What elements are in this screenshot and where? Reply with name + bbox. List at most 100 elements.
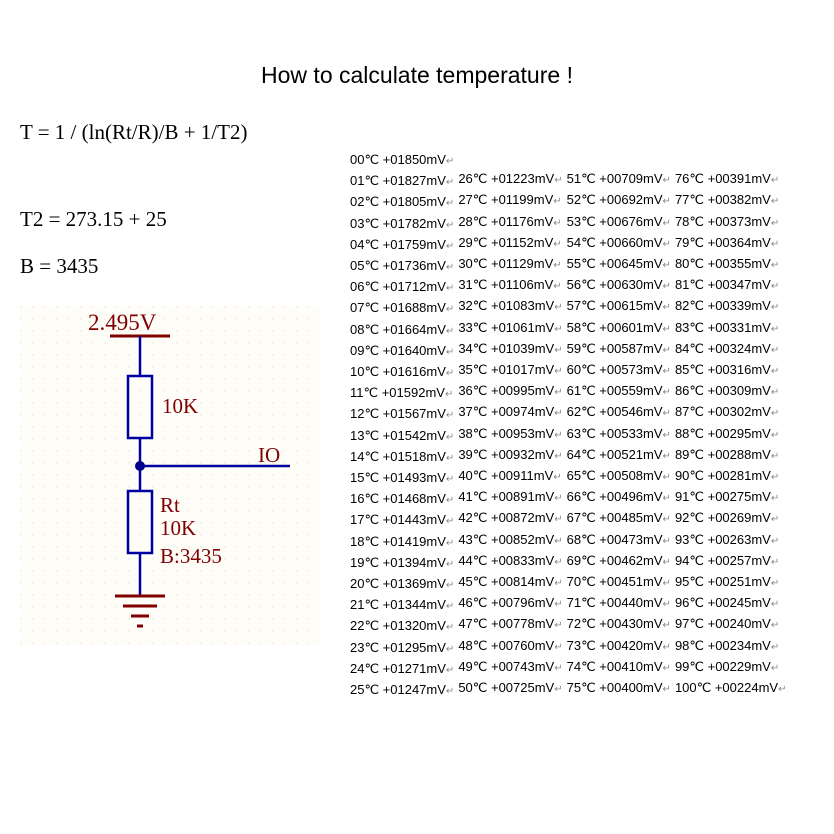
data-row: 05℃ +01736mV↵ <box>350 256 454 277</box>
data-row: 32℃ +01083mV↵ <box>458 296 562 317</box>
data-row: 96℃ +00245mV↵ <box>675 593 787 614</box>
data-row: 85℃ +00316mV↵ <box>675 360 787 381</box>
data-row: 92℃ +00269mV↵ <box>675 508 787 529</box>
data-row: 30℃ +01129mV↵ <box>458 254 562 275</box>
data-row: 68℃ +00473mV↵ <box>567 530 671 551</box>
data-row: 74℃ +00410mV↵ <box>567 657 671 678</box>
data-row: 73℃ +00420mV↵ <box>567 636 671 657</box>
data-row: 65℃ +00508mV↵ <box>567 466 671 487</box>
data-row: 41℃ +00891mV↵ <box>458 487 562 508</box>
data-row: 67℃ +00485mV↵ <box>567 508 671 529</box>
data-row: 42℃ +00872mV↵ <box>458 508 562 529</box>
data-row: 66℃ +00496mV↵ <box>567 487 671 508</box>
data-row: 21℃ +01344mV↵ <box>350 595 454 616</box>
data-row: 20℃ +01369mV↵ <box>350 574 454 595</box>
data-row: 19℃ +01394mV↵ <box>350 553 454 574</box>
data-row: 18℃ +01419mV↵ <box>350 532 454 553</box>
data-table: 00℃ +01850mV↵01℃ +01827mV↵02℃ +01805mV↵0… <box>350 150 820 701</box>
data-row: 47℃ +00778mV↵ <box>458 614 562 635</box>
data-row: 63℃ +00533mV↵ <box>567 424 671 445</box>
data-row: 98℃ +00234mV↵ <box>675 636 787 657</box>
data-row: 33℃ +01061mV↵ <box>458 318 562 339</box>
data-column: 26℃ +01223mV↵27℃ +01199mV↵28℃ +01176mV↵2… <box>458 150 562 701</box>
data-row: 01℃ +01827mV↵ <box>350 171 454 192</box>
data-row: 99℃ +00229mV↵ <box>675 657 787 678</box>
schematic-rtb-label: B:3435 <box>160 544 222 569</box>
data-row: 45℃ +00814mV↵ <box>458 572 562 593</box>
data-row: 39℃ +00932mV↵ <box>458 445 562 466</box>
data-row: 75℃ +00400mV↵ <box>567 678 671 699</box>
schematic-diagram: 2.495V 10K IO Rt 10K B:3435 <box>20 306 320 646</box>
data-row: 36℃ +00995mV↵ <box>458 381 562 402</box>
data-row: 94℃ +00257mV↵ <box>675 551 787 572</box>
data-row: 58℃ +00601mV↵ <box>567 318 671 339</box>
data-row: 57℃ +00615mV↵ <box>567 296 671 317</box>
data-row: 08℃ +01664mV↵ <box>350 320 454 341</box>
data-row: 88℃ +00295mV↵ <box>675 424 787 445</box>
schematic-vref-label: 2.495V <box>88 310 156 336</box>
data-row: 34℃ +01039mV↵ <box>458 339 562 360</box>
data-column: 51℃ +00709mV↵52℃ +00692mV↵53℃ +00676mV↵5… <box>567 150 671 701</box>
data-row: 25℃ +01247mV↵ <box>350 680 454 701</box>
data-row: 61℃ +00559mV↵ <box>567 381 671 402</box>
page-title: How to calculate temperature ! <box>0 62 834 89</box>
data-row: 71℃ +00440mV↵ <box>567 593 671 614</box>
data-row: 49℃ +00743mV↵ <box>458 657 562 678</box>
data-row: 09℃ +01640mV↵ <box>350 341 454 362</box>
data-column: 76℃ +00391mV↵77℃ +00382mV↵78℃ +00373mV↵7… <box>675 150 787 701</box>
data-row: 38℃ +00953mV↵ <box>458 424 562 445</box>
data-row: 04℃ +01759mV↵ <box>350 235 454 256</box>
data-row: 54℃ +00660mV↵ <box>567 233 671 254</box>
data-row: 27℃ +01199mV↵ <box>458 190 562 211</box>
data-column: 00℃ +01850mV↵01℃ +01827mV↵02℃ +01805mV↵0… <box>350 150 454 701</box>
data-row: 83℃ +00331mV↵ <box>675 318 787 339</box>
data-row: 80℃ +00355mV↵ <box>675 254 787 275</box>
data-row: 11℃ +01592mV↵ <box>350 383 454 404</box>
data-row: 48℃ +00760mV↵ <box>458 636 562 657</box>
data-row: 35℃ +01017mV↵ <box>458 360 562 381</box>
data-row: 59℃ +00587mV↵ <box>567 339 671 360</box>
data-row: 90℃ +00281mV↵ <box>675 466 787 487</box>
schematic-r1-label: 10K <box>162 394 198 419</box>
formula-b: B = 3435 <box>20 254 247 279</box>
data-row: 43℃ +00852mV↵ <box>458 530 562 551</box>
data-row: 00℃ +01850mV↵ <box>350 150 454 171</box>
data-row: 16℃ +01468mV↵ <box>350 489 454 510</box>
formula-t2: T2 = 273.15 + 25 <box>20 207 247 232</box>
data-row: 69℃ +00462mV↵ <box>567 551 671 572</box>
data-row: 77℃ +00382mV↵ <box>675 190 787 211</box>
data-row: 29℃ +01152mV↵ <box>458 233 562 254</box>
data-row: 50℃ +00725mV↵ <box>458 678 562 699</box>
data-row: 62℃ +00546mV↵ <box>567 402 671 423</box>
data-row: 72℃ +00430mV↵ <box>567 614 671 635</box>
data-row: 95℃ +00251mV↵ <box>675 572 787 593</box>
data-row: 28℃ +01176mV↵ <box>458 212 562 233</box>
data-row: 17℃ +01443mV↵ <box>350 510 454 531</box>
data-row: 44℃ +00833mV↵ <box>458 551 562 572</box>
schematic-io-label: IO <box>258 443 280 468</box>
data-row: 60℃ +00573mV↵ <box>567 360 671 381</box>
data-row: 23℃ +01295mV↵ <box>350 638 454 659</box>
data-row: 07℃ +01688mV↵ <box>350 298 454 319</box>
data-row: 15℃ +01493mV↵ <box>350 468 454 489</box>
data-row: 22℃ +01320mV↵ <box>350 616 454 637</box>
schematic-rtval-label: 10K <box>160 516 196 541</box>
data-row: 51℃ +00709mV↵ <box>567 169 671 190</box>
data-row: 14℃ +01518mV↵ <box>350 447 454 468</box>
data-row: 79℃ +00364mV↵ <box>675 233 787 254</box>
data-row: 93℃ +00263mV↵ <box>675 530 787 551</box>
schematic-rt-label: Rt <box>160 493 180 518</box>
data-row: 81℃ +00347mV↵ <box>675 275 787 296</box>
data-row: 78℃ +00373mV↵ <box>675 212 787 233</box>
data-row: 64℃ +00521mV↵ <box>567 445 671 466</box>
data-row: 87℃ +00302mV↵ <box>675 402 787 423</box>
data-row: 86℃ +00309mV↵ <box>675 381 787 402</box>
data-row: 100℃ +00224mV↵ <box>675 678 787 699</box>
data-row: 12℃ +01567mV↵ <box>350 404 454 425</box>
data-row: 10℃ +01616mV↵ <box>350 362 454 383</box>
data-row: 70℃ +00451mV↵ <box>567 572 671 593</box>
data-row: 53℃ +00676mV↵ <box>567 212 671 233</box>
data-row: 91℃ +00275mV↵ <box>675 487 787 508</box>
data-row: 26℃ +01223mV↵ <box>458 169 562 190</box>
data-row: 82℃ +00339mV↵ <box>675 296 787 317</box>
